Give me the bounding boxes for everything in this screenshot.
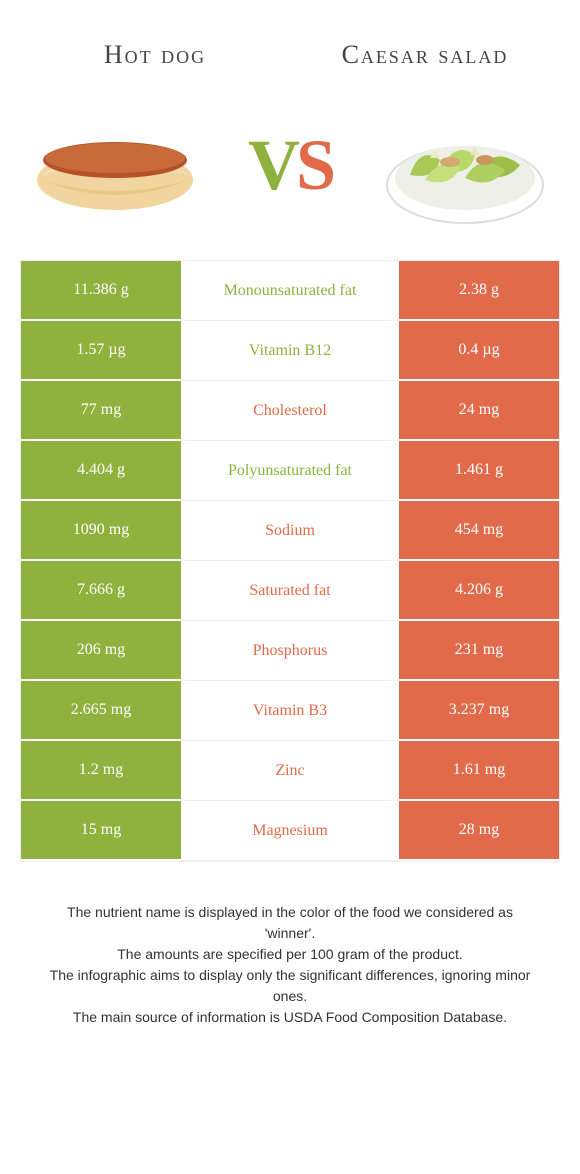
value-left: 11.386 g [21, 261, 181, 321]
nutrient-label: Monounsaturated fat [181, 261, 399, 321]
value-right: 454 mg [399, 501, 559, 561]
food-left-title: Hot dog [20, 40, 290, 70]
nutrient-label: Cholesterol [181, 381, 399, 441]
value-right: 24 mg [399, 381, 559, 441]
value-left: 15 mg [21, 801, 181, 861]
table-row: 7.666 gSaturated fat4.206 g [21, 561, 559, 621]
value-right: 4.206 g [399, 561, 559, 621]
nutrient-label: Vitamin B12 [181, 321, 399, 381]
header: Hot dog Caesar salad [0, 0, 580, 90]
value-right: 3.237 mg [399, 681, 559, 741]
value-right: 28 mg [399, 801, 559, 861]
food-right-title: Caesar salad [290, 40, 560, 70]
nutrient-label: Phosphorus [181, 621, 399, 681]
table-row: 1.2 mgZinc1.61 mg [21, 741, 559, 801]
footer-line: The infographic aims to display only the… [40, 965, 540, 1007]
value-left: 1.57 µg [21, 321, 181, 381]
hotdog-icon [30, 110, 200, 220]
value-left: 7.666 g [21, 561, 181, 621]
table-row: 77 mgCholesterol24 mg [21, 381, 559, 441]
nutrient-label: Zinc [181, 741, 399, 801]
value-left: 77 mg [21, 381, 181, 441]
nutrient-label: Polyunsaturated fat [181, 441, 399, 501]
nutrient-label: Saturated fat [181, 561, 399, 621]
hotdog-image [30, 100, 200, 230]
footer-line: The amounts are specified per 100 gram o… [40, 944, 540, 965]
vs-s: S [296, 125, 332, 205]
value-left: 1.2 mg [21, 741, 181, 801]
value-right: 2.38 g [399, 261, 559, 321]
table-row: 4.404 gPolyunsaturated fat1.461 g [21, 441, 559, 501]
value-left: 4.404 g [21, 441, 181, 501]
salad-icon [380, 100, 550, 230]
value-left: 1090 mg [21, 501, 181, 561]
table-row: 1.57 µgVitamin B120.4 µg [21, 321, 559, 381]
images-row: VS [0, 90, 580, 260]
value-left: 2.665 mg [21, 681, 181, 741]
nutrition-table: 11.386 gMonounsaturated fat2.38 g1.57 µg… [20, 260, 560, 862]
value-left: 206 mg [21, 621, 181, 681]
vs-label: VS [248, 124, 332, 207]
vs-v: V [248, 125, 296, 205]
footer-line: The main source of information is USDA F… [40, 1007, 540, 1028]
footer-notes: The nutrient name is displayed in the co… [0, 902, 580, 1028]
nutrient-label: Vitamin B3 [181, 681, 399, 741]
salad-image [380, 100, 550, 230]
nutrient-label: Sodium [181, 501, 399, 561]
table-row: 206 mgPhosphorus231 mg [21, 621, 559, 681]
table-row: 11.386 gMonounsaturated fat2.38 g [21, 261, 559, 321]
table-row: 1090 mgSodium454 mg [21, 501, 559, 561]
value-right: 231 mg [399, 621, 559, 681]
value-right: 0.4 µg [399, 321, 559, 381]
table-row: 2.665 mgVitamin B33.237 mg [21, 681, 559, 741]
footer-line: The nutrient name is displayed in the co… [40, 902, 540, 944]
value-right: 1.461 g [399, 441, 559, 501]
value-right: 1.61 mg [399, 741, 559, 801]
table-row: 15 mgMagnesium28 mg [21, 801, 559, 861]
nutrient-label: Magnesium [181, 801, 399, 861]
